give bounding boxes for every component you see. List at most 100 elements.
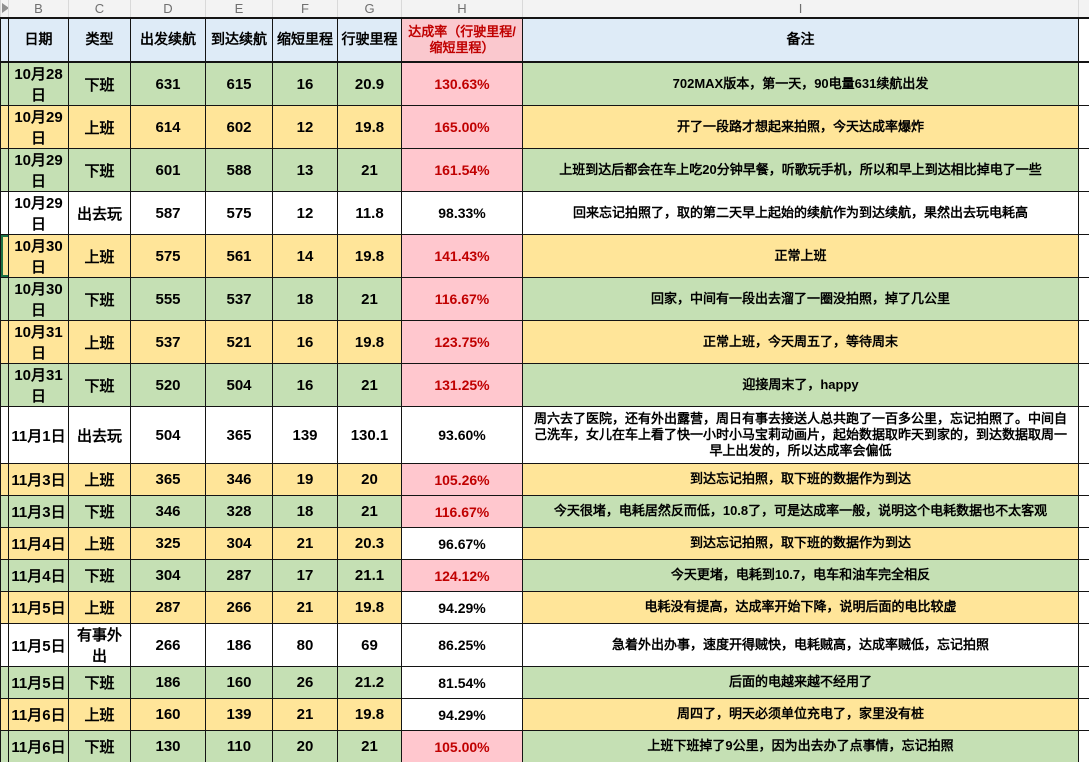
row-color-sliver[interactable] bbox=[0, 61, 9, 106]
cell-achievement-rate[interactable]: 105.00% bbox=[401, 730, 523, 762]
cell-driven-distance[interactable]: 20.3 bbox=[337, 527, 402, 560]
cell-shortened-distance[interactable]: 16 bbox=[272, 61, 338, 106]
cell-type[interactable]: 出去玩 bbox=[68, 406, 131, 464]
cell-arrive-range[interactable]: 346 bbox=[205, 463, 273, 496]
header-cell-shorten[interactable]: 缩短里程 bbox=[272, 17, 338, 63]
cell-type[interactable]: 下班 bbox=[68, 61, 131, 106]
cell-note[interactable]: 回来忘记拍照了，取的第二天早上起始的续航作为到达续航，果然出去玩电耗高 bbox=[522, 191, 1079, 235]
cell-type[interactable]: 下班 bbox=[68, 666, 131, 699]
cell-achievement-rate[interactable]: 105.26% bbox=[401, 463, 523, 496]
cell-driven-distance[interactable]: 130.1 bbox=[337, 406, 402, 464]
row-color-sliver[interactable] bbox=[0, 527, 9, 560]
row-color-sliver[interactable] bbox=[0, 148, 9, 192]
cell-depart-range[interactable]: 266 bbox=[130, 623, 206, 667]
row-color-sliver[interactable] bbox=[0, 495, 9, 528]
cell-date[interactable]: 11月5日 bbox=[8, 623, 69, 667]
row-color-sliver[interactable] bbox=[0, 406, 9, 464]
cell-date[interactable]: 10月31日 bbox=[8, 320, 69, 364]
cell-date[interactable]: 11月3日 bbox=[8, 495, 69, 528]
column-letter-E[interactable]: E bbox=[205, 0, 273, 19]
cell-date[interactable]: 11月6日 bbox=[8, 730, 69, 762]
cell-driven-distance[interactable]: 19.8 bbox=[337, 234, 402, 278]
row-color-sliver[interactable] bbox=[0, 463, 9, 496]
cell-note[interactable]: 后面的电越来越不经用了 bbox=[522, 666, 1079, 699]
cell-date[interactable]: 11月3日 bbox=[8, 463, 69, 496]
column-letter-G[interactable]: G bbox=[337, 0, 402, 19]
cell-achievement-rate[interactable]: 131.25% bbox=[401, 363, 523, 407]
cell-shortened-distance[interactable]: 80 bbox=[272, 623, 338, 667]
cell-arrive-range[interactable]: 537 bbox=[205, 277, 273, 321]
cell-date[interactable]: 10月29日 bbox=[8, 191, 69, 235]
cell-achievement-rate[interactable]: 161.54% bbox=[401, 148, 523, 192]
cell-note[interactable]: 702MAX版本，第一天，90电量631续航出发 bbox=[522, 61, 1079, 106]
row-color-sliver[interactable] bbox=[0, 591, 9, 624]
cell-depart-range[interactable]: 631 bbox=[130, 61, 206, 106]
row-color-sliver[interactable] bbox=[0, 105, 9, 149]
column-letter-B[interactable]: B bbox=[8, 0, 69, 19]
cell-arrive-range[interactable]: 304 bbox=[205, 527, 273, 560]
row-color-sliver[interactable] bbox=[0, 320, 9, 364]
cell-type[interactable]: 上班 bbox=[68, 698, 131, 731]
cell-shortened-distance[interactable]: 19 bbox=[272, 463, 338, 496]
cell-achievement-rate[interactable]: 86.25% bbox=[401, 623, 523, 667]
cell-achievement-rate[interactable]: 116.67% bbox=[401, 495, 523, 528]
cell-driven-distance[interactable]: 21 bbox=[337, 363, 402, 407]
cell-driven-distance[interactable]: 21 bbox=[337, 148, 402, 192]
cell-note[interactable]: 上班到达后都会在车上吃20分钟早餐，听歌玩手机，所以和早上到达相比掉电了一些 bbox=[522, 148, 1079, 192]
row-color-sliver[interactable] bbox=[0, 234, 9, 278]
cell-type[interactable]: 有事外出 bbox=[68, 623, 131, 667]
cell-note[interactable]: 急着外出办事，速度开得贼快，电耗贼高，达成率贼低，忘记拍照 bbox=[522, 623, 1079, 667]
cell-note[interactable]: 今天很堵，电耗居然反而低，10.8了，可是达成率一般，说明这个电耗数据也不太客观 bbox=[522, 495, 1079, 528]
cell-depart-range[interactable]: 325 bbox=[130, 527, 206, 560]
cell-driven-distance[interactable]: 20 bbox=[337, 463, 402, 496]
cell-arrive-range[interactable]: 521 bbox=[205, 320, 273, 364]
cell-arrive-range[interactable]: 615 bbox=[205, 61, 273, 106]
cell-driven-distance[interactable]: 19.8 bbox=[337, 698, 402, 731]
cell-driven-distance[interactable]: 19.8 bbox=[337, 105, 402, 149]
row-color-sliver[interactable] bbox=[0, 277, 9, 321]
cell-driven-distance[interactable]: 21.2 bbox=[337, 666, 402, 699]
cell-type[interactable]: 下班 bbox=[68, 277, 131, 321]
cell-shortened-distance[interactable]: 16 bbox=[272, 363, 338, 407]
cell-driven-distance[interactable]: 21 bbox=[337, 277, 402, 321]
cell-date[interactable]: 10月30日 bbox=[8, 277, 69, 321]
cell-driven-distance[interactable]: 20.9 bbox=[337, 61, 402, 106]
cell-depart-range[interactable]: 160 bbox=[130, 698, 206, 731]
cell-note[interactable]: 迎接周末了，happy bbox=[522, 363, 1079, 407]
cell-achievement-rate[interactable]: 165.00% bbox=[401, 105, 523, 149]
cell-driven-distance[interactable]: 19.8 bbox=[337, 320, 402, 364]
cell-achievement-rate[interactable]: 130.63% bbox=[401, 61, 523, 106]
cell-driven-distance[interactable]: 11.8 bbox=[337, 191, 402, 235]
cell-note[interactable]: 周六去了医院，还有外出露营，周日有事去接送人总共跑了一百多公里，忘记拍照了。中间… bbox=[522, 406, 1079, 464]
cell-depart-range[interactable]: 365 bbox=[130, 463, 206, 496]
header-cell-note[interactable]: 备注 bbox=[522, 17, 1079, 63]
cell-date[interactable]: 11月1日 bbox=[8, 406, 69, 464]
cell-achievement-rate[interactable]: 123.75% bbox=[401, 320, 523, 364]
cell-depart-range[interactable]: 614 bbox=[130, 105, 206, 149]
cell-driven-distance[interactable]: 21 bbox=[337, 495, 402, 528]
cell-achievement-rate[interactable]: 93.60% bbox=[401, 406, 523, 464]
row-color-sliver[interactable] bbox=[0, 623, 9, 667]
cell-driven-distance[interactable]: 19.8 bbox=[337, 591, 402, 624]
column-letter-H[interactable]: H bbox=[401, 0, 523, 19]
cell-shortened-distance[interactable]: 13 bbox=[272, 148, 338, 192]
cell-depart-range[interactable]: 304 bbox=[130, 559, 206, 592]
cell-note[interactable]: 上班下班掉了9公里，因为出去办了点事情，忘记拍照 bbox=[522, 730, 1079, 762]
cell-arrive-range[interactable]: 266 bbox=[205, 591, 273, 624]
cell-note[interactable]: 开了一段路才想起来拍照，今天达成率爆炸 bbox=[522, 105, 1079, 149]
cell-achievement-rate[interactable]: 94.29% bbox=[401, 591, 523, 624]
cell-shortened-distance[interactable]: 14 bbox=[272, 234, 338, 278]
header-cell-depart[interactable]: 出发续航 bbox=[130, 17, 206, 63]
cell-note[interactable]: 正常上班，今天周五了，等待周末 bbox=[522, 320, 1079, 364]
cell-achievement-rate[interactable]: 116.67% bbox=[401, 277, 523, 321]
cell-note[interactable]: 周四了，明天必须单位充电了，家里没有桩 bbox=[522, 698, 1079, 731]
cell-depart-range[interactable]: 601 bbox=[130, 148, 206, 192]
cell-shortened-distance[interactable]: 18 bbox=[272, 495, 338, 528]
cell-depart-range[interactable]: 346 bbox=[130, 495, 206, 528]
cell-date[interactable]: 11月5日 bbox=[8, 666, 69, 699]
cell-arrive-range[interactable]: 139 bbox=[205, 698, 273, 731]
cell-type[interactable]: 下班 bbox=[68, 730, 131, 762]
cell-shortened-distance[interactable]: 26 bbox=[272, 666, 338, 699]
cell-date[interactable]: 10月28日 bbox=[8, 61, 69, 106]
cell-shortened-distance[interactable]: 12 bbox=[272, 105, 338, 149]
